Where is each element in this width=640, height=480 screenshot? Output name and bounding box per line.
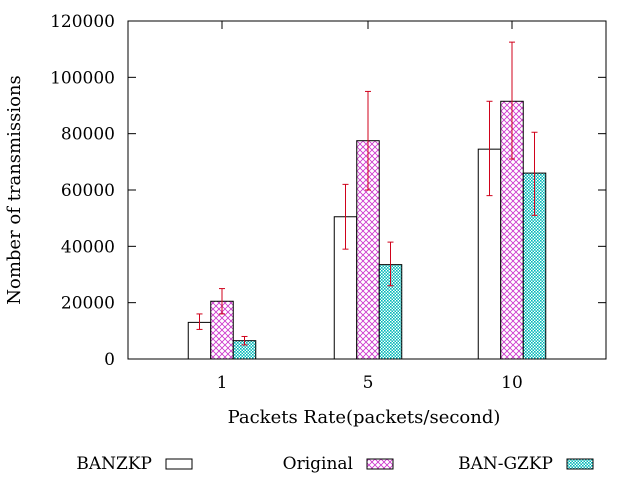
legend-label: BAN-GZKP bbox=[458, 454, 553, 474]
y-tick-label: 60000 bbox=[61, 181, 115, 201]
legend-swatch bbox=[566, 458, 594, 470]
y-axis-label: Nomber of transmissions bbox=[4, 75, 25, 305]
y-tick-label: 20000 bbox=[61, 294, 115, 314]
x-tick-label: 10 bbox=[501, 373, 523, 393]
legend-swatch bbox=[165, 458, 193, 470]
y-tick-label: 80000 bbox=[61, 125, 115, 145]
x-tick-label: 1 bbox=[217, 373, 228, 393]
plot-area: 0 20000 40000 60000 80000 100000 120000 1 5 10 bbox=[50, 12, 607, 393]
y-tick-label: 40000 bbox=[61, 237, 115, 257]
x-axis-label: Packets Rate(packets/second) bbox=[228, 407, 501, 428]
y-tick-label: 0 bbox=[104, 350, 115, 370]
legend-label: BANZKP bbox=[76, 454, 152, 474]
legend-label: Original bbox=[283, 454, 353, 474]
y-tick-label: 120000 bbox=[50, 12, 115, 32]
legend-swatch bbox=[366, 458, 394, 470]
y-tick-label: 100000 bbox=[50, 68, 115, 88]
x-tick-label: 5 bbox=[363, 373, 374, 393]
legend: BANZKP Original BAN-GZKP bbox=[76, 454, 594, 474]
